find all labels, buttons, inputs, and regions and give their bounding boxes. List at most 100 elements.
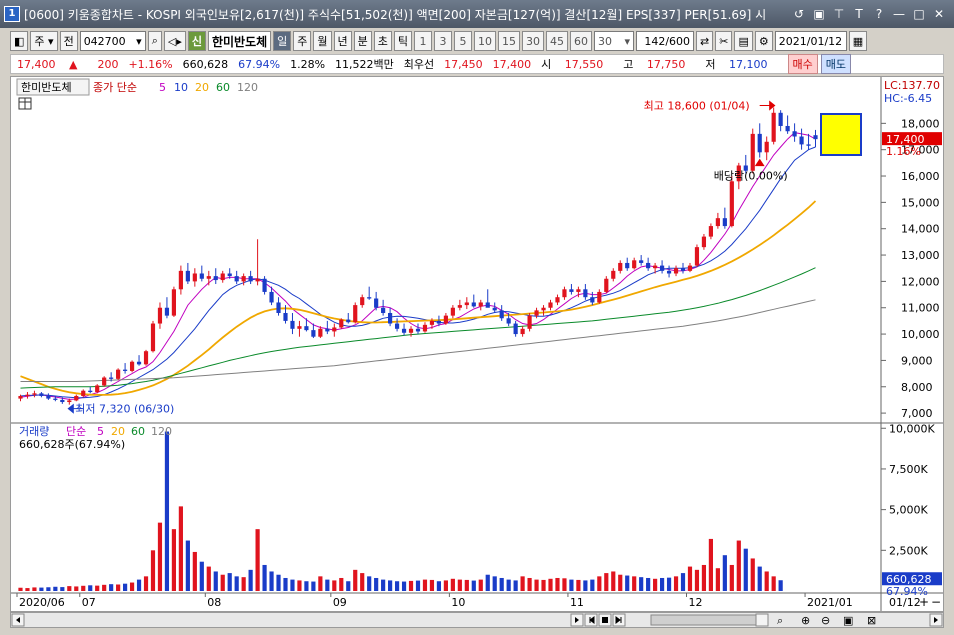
period-minute[interactable]: 분 bbox=[353, 31, 372, 51]
interval-3[interactable]: 3 bbox=[434, 31, 453, 51]
candle-body bbox=[597, 291, 602, 303]
interval-1[interactable]: 1 bbox=[414, 31, 433, 51]
zoom-plus-icon[interactable]: ⊕ bbox=[801, 614, 810, 627]
ma-line-5 bbox=[20, 132, 816, 400]
scrollbar-svg[interactable]: ⌕ ⊕ ⊖ ▣ ⊠ bbox=[11, 613, 943, 627]
tool-icon[interactable]: ✂ bbox=[715, 31, 733, 51]
minimize-icon[interactable]: — bbox=[893, 7, 905, 21]
volume-bar bbox=[32, 587, 37, 591]
font-icon[interactable]: T bbox=[855, 7, 863, 21]
candle-body bbox=[109, 377, 114, 379]
search-icon[interactable]: ⌕ bbox=[147, 31, 162, 51]
interval-select[interactable]: 30 ▾ bbox=[594, 31, 635, 51]
candle-body bbox=[325, 328, 330, 332]
volume-bar bbox=[269, 571, 274, 591]
interval-60[interactable]: 60 bbox=[570, 31, 593, 51]
interval-30[interactable]: 30 bbox=[522, 31, 545, 51]
volume-bar bbox=[597, 576, 602, 591]
window-titlebar: 1 [0600] 키움종합차트 - KOSPI 외국인보유[2,617(천)] … bbox=[0, 0, 954, 28]
interval-5[interactable]: 5 bbox=[454, 31, 473, 51]
chart-scrollbar[interactable]: ⌕ ⊕ ⊖ ▣ ⊠ bbox=[10, 612, 944, 628]
volume-bar bbox=[46, 587, 51, 591]
close-icon[interactable]: ✕ bbox=[933, 7, 945, 21]
volume-bar bbox=[227, 573, 232, 591]
zoom-minus-icon[interactable]: ⊖ bbox=[821, 614, 830, 627]
chart-menu-icon[interactable]: ◧ bbox=[10, 31, 29, 51]
highlight-box[interactable] bbox=[820, 113, 862, 156]
volume-bar bbox=[311, 581, 316, 591]
period-year[interactable]: 년 bbox=[333, 31, 352, 51]
volume-bar bbox=[164, 431, 170, 591]
zoom-slider[interactable] bbox=[650, 614, 762, 626]
candle-body bbox=[304, 326, 309, 331]
volume-bar bbox=[18, 587, 23, 591]
candle-body bbox=[548, 302, 553, 308]
price-tick-label: 11,000 bbox=[901, 302, 940, 315]
stock-code-input[interactable]: 042700 ▾ bbox=[79, 31, 146, 51]
sell-button[interactable]: 매도 bbox=[820, 54, 852, 74]
volume-bar bbox=[150, 550, 156, 591]
chart-toolbar: ◧ 주 ▾ 전 042700 ▾ ⌕ ◁▸ 신 한미반도체 일 주 월 년 분 초… bbox=[10, 30, 944, 52]
volume-bar bbox=[534, 579, 539, 591]
slider-thumb[interactable] bbox=[755, 613, 769, 627]
pin-icon[interactable]: ⊤ bbox=[833, 7, 845, 21]
candle-body bbox=[269, 291, 274, 303]
period-month[interactable]: 월 bbox=[313, 31, 332, 51]
zoom-out-icon[interactable]: − bbox=[931, 595, 941, 609]
candle-body bbox=[367, 297, 372, 299]
volume-bar bbox=[67, 586, 72, 591]
speaker-icon[interactable]: ◁▸ bbox=[163, 31, 186, 51]
date-input[interactable]: 2021/01/12 bbox=[774, 31, 847, 51]
candle-body bbox=[478, 302, 483, 307]
compare-icon[interactable]: ⇄ bbox=[696, 31, 714, 51]
candle-body bbox=[806, 144, 811, 146]
restore-icon[interactable]: ↺ bbox=[793, 7, 805, 21]
period-day[interactable]: 일 bbox=[273, 31, 292, 51]
layout-icon[interactable]: ▣ bbox=[813, 7, 825, 21]
date-tick-label: 10 bbox=[451, 596, 465, 609]
volume-bar bbox=[471, 580, 476, 591]
search-zoom-icon[interactable]: ⌕ bbox=[777, 614, 783, 627]
volume-bar bbox=[234, 576, 239, 591]
price-tick-label: 9,000 bbox=[901, 354, 933, 367]
candle-body bbox=[123, 369, 128, 371]
period-tick[interactable]: 틱 bbox=[393, 31, 413, 51]
open-label: 시 17,550 bbox=[541, 58, 604, 71]
volume-legend-ma120: 120 bbox=[151, 425, 172, 438]
interval-10[interactable]: 10 bbox=[474, 31, 497, 51]
volume-bar bbox=[325, 579, 330, 591]
prev-button[interactable]: 전 bbox=[59, 31, 78, 51]
candle-body bbox=[129, 361, 135, 371]
volume-bar bbox=[478, 579, 483, 591]
hc-label: HC:-6.45 bbox=[884, 92, 932, 105]
zoom-fit-icon[interactable]: ▣ bbox=[843, 614, 853, 627]
save-icon[interactable]: ▤ bbox=[734, 31, 753, 51]
current-price-marker bbox=[882, 132, 942, 146]
settings-icon[interactable]: ⚙ bbox=[754, 31, 773, 51]
calendar-icon[interactable]: ▦ bbox=[848, 31, 868, 51]
interval-45[interactable]: 45 bbox=[546, 31, 569, 51]
candle-body bbox=[25, 394, 30, 396]
interval-15[interactable]: 15 bbox=[498, 31, 521, 51]
help-icon[interactable]: ? bbox=[875, 7, 883, 21]
candle-body bbox=[276, 302, 281, 313]
candle-body bbox=[743, 165, 748, 171]
period-week[interactable]: 주 bbox=[293, 31, 312, 51]
volume-tick-label: 5,000K bbox=[889, 504, 928, 517]
candle-body bbox=[687, 265, 693, 271]
period-second[interactable]: 초 bbox=[373, 31, 392, 51]
volume-bar bbox=[429, 579, 435, 591]
volume-bar bbox=[778, 580, 783, 591]
quote-bar: 17,400 ▲ 200 +1.16% 660,628 67.94% 1.28%… bbox=[10, 54, 944, 74]
maximize-icon[interactable]: □ bbox=[913, 7, 925, 21]
zoom-in-icon[interactable]: + bbox=[919, 595, 929, 609]
buy-button[interactable]: 매수 bbox=[787, 54, 818, 74]
range-input[interactable]: 142/600 bbox=[636, 31, 695, 51]
price-chart-svg[interactable]: 한미반도체 종가 단순 5 10 20 60 120 18,00017,0001… bbox=[11, 77, 943, 611]
volume-bar bbox=[443, 580, 448, 591]
period-type-select[interactable]: 주 ▾ bbox=[30, 31, 58, 51]
volume-bar bbox=[25, 588, 30, 591]
volume-bar bbox=[450, 578, 455, 591]
zoom-reset-icon[interactable]: ⊠ bbox=[867, 614, 876, 627]
chart-area[interactable]: 한미반도체 종가 단순 5 10 20 60 120 18,000 17,000 1… bbox=[10, 76, 944, 612]
